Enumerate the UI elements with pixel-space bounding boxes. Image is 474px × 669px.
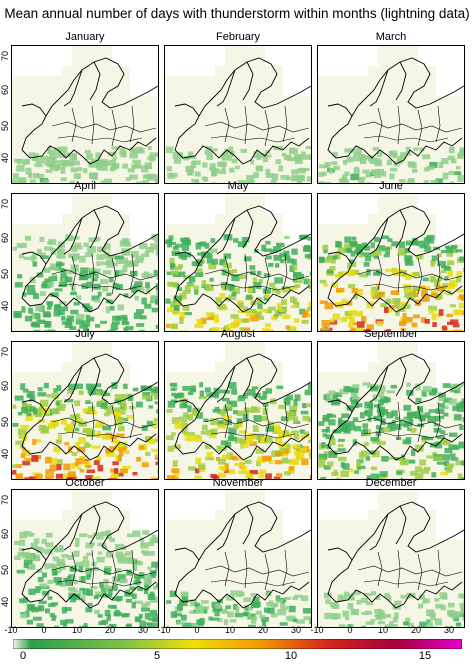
panel-title-january: January xyxy=(65,31,105,43)
map-svg xyxy=(12,194,158,331)
y-tick-label: 40 xyxy=(0,597,10,608)
y-tick-label: 70 xyxy=(0,199,10,210)
panel-title-february: February xyxy=(215,31,261,43)
map-svg xyxy=(318,46,464,183)
colorbar xyxy=(13,639,462,649)
x-tick-label: -10 xyxy=(4,625,18,635)
y-tick-label: 70 xyxy=(0,347,10,358)
y-tick-label: 50 xyxy=(0,417,10,428)
x-tick-label: -10 xyxy=(310,625,324,635)
x-tick-label: 10 xyxy=(71,625,82,635)
y-tick-label: 40 xyxy=(0,153,10,164)
map-svg xyxy=(12,342,158,479)
panel-title-august: August xyxy=(220,328,256,340)
x-tick-label: 10 xyxy=(224,625,235,635)
y-tick-label: 40 xyxy=(0,449,10,460)
y-tick-label: 40 xyxy=(0,301,10,312)
x-tick-label: 0 xyxy=(194,625,200,635)
y-tick-label: 60 xyxy=(0,381,10,392)
colorbar-tick: 15 xyxy=(418,650,432,662)
panel-title-april: April xyxy=(73,180,96,192)
map-panel-november xyxy=(164,489,312,628)
x-tick-label: 20 xyxy=(257,625,268,635)
y-tick-label: 50 xyxy=(0,269,10,280)
map-svg xyxy=(165,342,311,479)
panel-title-november: November xyxy=(212,477,264,489)
map-svg xyxy=(12,490,158,627)
map-panel-june xyxy=(317,193,465,332)
map-panel-october xyxy=(11,489,159,628)
map-panel-april xyxy=(11,193,159,332)
y-tick-label: 60 xyxy=(0,85,10,96)
panel-title-december: December xyxy=(365,477,417,489)
y-tick-label: 50 xyxy=(0,121,10,132)
map-svg xyxy=(165,46,311,183)
map-panel-march xyxy=(317,45,465,184)
panel-title-july: July xyxy=(75,328,95,340)
x-tick-label: 30 xyxy=(290,625,301,635)
map-panel-september xyxy=(317,341,465,480)
colorbar-tick: 0 xyxy=(19,650,27,662)
map-panel-january xyxy=(11,45,159,184)
map-panel-february xyxy=(164,45,312,184)
map-svg xyxy=(12,46,158,183)
colorbar-tick: 5 xyxy=(153,650,161,662)
y-tick-label: 70 xyxy=(0,51,10,62)
map-panel-may xyxy=(164,193,312,332)
figure-title: Mean annual number of days with thunders… xyxy=(4,6,470,21)
colorbar-tick: 10 xyxy=(284,650,298,662)
x-tick-label: 30 xyxy=(137,625,148,635)
panel-title-may: May xyxy=(227,180,249,192)
x-tick-label: 20 xyxy=(104,625,115,635)
y-tick-label: 60 xyxy=(0,233,10,244)
map-svg xyxy=(318,342,464,479)
x-tick-label: 0 xyxy=(41,625,47,635)
map-svg xyxy=(318,490,464,627)
panel-title-october: October xyxy=(65,477,105,489)
map-panel-july xyxy=(11,341,159,480)
panel-title-september: September xyxy=(364,328,418,340)
x-tick-label: 0 xyxy=(347,625,353,635)
map-panel-december xyxy=(317,489,465,628)
map-svg xyxy=(318,194,464,331)
panel-title-june: June xyxy=(379,180,403,192)
map-panel-august xyxy=(164,341,312,480)
y-tick-label: 70 xyxy=(0,495,10,506)
x-tick-label: 30 xyxy=(443,625,454,635)
x-tick-label: 20 xyxy=(410,625,421,635)
y-tick-label: 60 xyxy=(0,529,10,540)
map-svg xyxy=(165,490,311,627)
x-tick-label: 10 xyxy=(377,625,388,635)
panel-title-march: March xyxy=(375,31,407,43)
y-tick-label: 50 xyxy=(0,565,10,576)
map-svg xyxy=(165,194,311,331)
x-tick-label: -10 xyxy=(157,625,171,635)
